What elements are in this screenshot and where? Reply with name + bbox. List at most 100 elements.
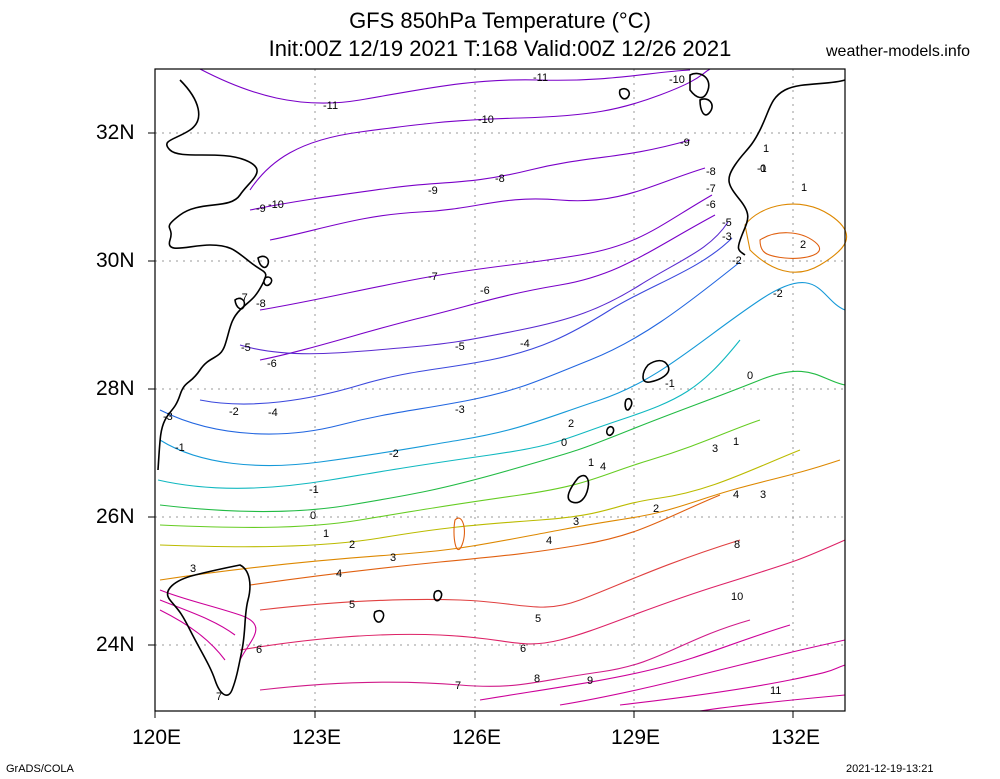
isotherm-3 xyxy=(159,459,841,581)
isotherm-minus7 xyxy=(259,194,713,311)
contour-label: 4 xyxy=(546,535,552,547)
contour-label: -10 xyxy=(478,114,494,126)
isotherm-5 xyxy=(259,539,741,611)
isotherm-minus11 xyxy=(199,68,691,104)
contour-label: 3 xyxy=(712,443,718,455)
contour-label: 5 xyxy=(349,599,355,611)
contour-label: 6 xyxy=(520,643,526,655)
axis-ticks xyxy=(148,132,794,718)
lat-label-32n: 32N xyxy=(96,121,135,144)
contour-label: 6 xyxy=(256,644,262,656)
lat-label-28n: 28N xyxy=(96,377,135,400)
contour-label: 1 xyxy=(733,436,739,448)
isotherm-minus6 xyxy=(259,214,716,361)
contour-label: -8 xyxy=(706,166,716,178)
taiwan-coast xyxy=(166,564,251,696)
isotherm-minus10 xyxy=(249,68,711,191)
warm-loop-26n xyxy=(453,517,465,551)
contour-label: -10 xyxy=(268,199,284,211)
contour-label: 1 xyxy=(801,182,807,194)
contour-label: -11 xyxy=(533,72,548,84)
contour-label: 8 xyxy=(534,673,540,685)
small-island-3 xyxy=(605,425,615,437)
map-subtitle: Init:00Z 12/19 2021 T:168 Valid:00Z 12/2… xyxy=(268,36,732,61)
lat-label-26n: 26N xyxy=(96,505,135,528)
zhoushan-islands xyxy=(234,255,273,310)
contour-label: -4 xyxy=(268,407,278,419)
contour-label: -3 xyxy=(163,411,173,423)
contour-label: -1 xyxy=(175,442,185,454)
coastlines xyxy=(157,72,846,696)
contour-label: 4 xyxy=(600,461,606,473)
contour-label: -8 xyxy=(495,173,505,185)
tw-warm-loops xyxy=(159,589,257,661)
isotherm-2 xyxy=(159,449,801,548)
small-island-1 xyxy=(433,589,443,602)
contour-label: -1 xyxy=(665,378,675,390)
contour-label: 0 xyxy=(310,510,316,522)
contour-label: 10 xyxy=(731,591,743,603)
isotherms xyxy=(157,68,848,712)
contour-label: -1 xyxy=(757,163,767,175)
contour-label: -2 xyxy=(229,406,239,418)
lat-label-30n: 30N xyxy=(96,249,135,272)
lon-label-120e: 120E xyxy=(132,726,182,749)
isotherm-minus5 xyxy=(239,221,729,355)
contour-label: -5 xyxy=(241,342,251,354)
ryukyu-island-1 xyxy=(642,359,670,383)
isotherm-1 xyxy=(159,419,761,528)
contour-label: -5 xyxy=(722,217,732,229)
contour-label: -6 xyxy=(480,285,490,297)
contour-label: 7 xyxy=(455,680,461,692)
isotherm-minus8 xyxy=(269,167,706,241)
isotherm-minus2 xyxy=(159,282,846,467)
kyushu-coast xyxy=(728,79,846,256)
contour-labels: -11 -11 -10 -10 -10 -9 -9 -9 -8 -8 -8 -7… xyxy=(163,72,807,703)
contour-label: 9 xyxy=(587,675,593,687)
contour-label: 2 xyxy=(568,418,574,430)
okinawa-island xyxy=(567,474,590,504)
contour-label: 1 xyxy=(763,143,769,155)
isotherm-8 xyxy=(479,624,791,701)
contour-label: 4 xyxy=(733,489,739,501)
footer-left: GrADS/COLA xyxy=(6,763,74,775)
isotherm-minus3 xyxy=(159,261,741,435)
footer-right: 2021-12-19-13:21 xyxy=(846,763,934,775)
contour-label: -10 xyxy=(669,74,685,86)
lon-label-123e: 123E xyxy=(292,726,342,749)
contour-label: 3 xyxy=(390,552,396,564)
contour-label: -3 xyxy=(722,231,732,243)
isotherm-9 xyxy=(559,639,846,706)
contour-label: 3 xyxy=(760,489,766,501)
contour-label: 5 xyxy=(535,613,541,625)
contour-label: 8 xyxy=(734,539,740,551)
contour-label: 3 xyxy=(190,563,196,575)
lon-label-129e: 129E xyxy=(611,726,661,749)
contour-label: 0 xyxy=(747,370,753,382)
contour-label: -7 xyxy=(706,183,716,195)
contour-label: 2 xyxy=(800,239,806,251)
contour-label: -6 xyxy=(706,199,716,211)
isotherm-11 xyxy=(699,694,846,712)
contour-label: 1 xyxy=(588,457,594,469)
plot-frame xyxy=(154,68,846,712)
contour-label: 1 xyxy=(323,528,329,540)
contour-label: -7 xyxy=(428,271,438,283)
japan-islands-north xyxy=(618,72,713,116)
contour-label: -2 xyxy=(389,448,399,460)
contour-label: 2 xyxy=(653,503,659,515)
contour-label: -11 xyxy=(323,100,338,112)
contour-label: 0 xyxy=(561,437,567,449)
contour-label: 2 xyxy=(349,539,355,551)
contour-label: -9 xyxy=(256,203,266,215)
contour-label: 0 xyxy=(760,163,766,175)
warm-blob-east xyxy=(744,203,848,273)
warm-blob-east-inner xyxy=(759,232,821,259)
contour-label: -6 xyxy=(267,358,277,370)
isotherm-0 xyxy=(159,370,846,512)
contour-label: -9 xyxy=(428,185,438,197)
contour-label: -8 xyxy=(256,298,266,310)
small-island-2 xyxy=(373,609,385,623)
contour-label: -5 xyxy=(455,341,465,353)
isotherm-minus1 xyxy=(157,339,741,489)
